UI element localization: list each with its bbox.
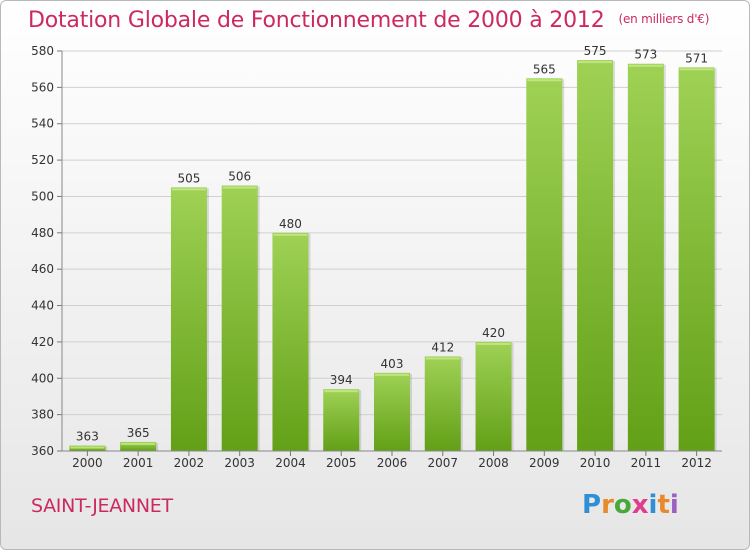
- bar: [323, 389, 360, 451]
- y-tick-label: 400: [31, 371, 54, 385]
- value-label: 420: [482, 326, 505, 340]
- x-tick-label: 2006: [377, 456, 408, 470]
- x-tick-label: 2010: [580, 456, 611, 470]
- y-tick-label: 500: [31, 189, 54, 203]
- labels: 360 380 400 420 440 460 480 500 520 540 560 580 363 2…: [31, 44, 712, 470]
- logo-letter: i: [669, 490, 679, 520]
- logo-letter: i: [648, 490, 658, 520]
- bar: [577, 60, 614, 451]
- x-tick-label: 2004: [275, 456, 306, 470]
- x-tick-label: 2007: [427, 456, 458, 470]
- value-label: 363: [76, 430, 99, 444]
- bar: [475, 341, 512, 451]
- bar: [221, 185, 258, 451]
- bar-highlight: [425, 357, 460, 360]
- y-tick-label: 540: [31, 117, 54, 131]
- bar: [526, 78, 563, 451]
- x-tick-label: 2003: [224, 456, 255, 470]
- bar: [374, 372, 410, 451]
- value-label: 412: [431, 340, 454, 354]
- value-label: 403: [381, 357, 404, 371]
- bar-highlight: [70, 446, 105, 449]
- x-tick-label: 2011: [631, 456, 662, 470]
- title-text: Dotation Globale de Fonctionnement de 20…: [28, 8, 605, 33]
- y-tick-label: 420: [31, 335, 54, 349]
- bar-highlight: [476, 342, 511, 345]
- logo-letter: r: [601, 490, 614, 520]
- logo-letter: o: [613, 490, 632, 520]
- bar-highlight: [222, 186, 257, 189]
- y-tick-label: 520: [31, 153, 54, 167]
- x-tick-label: 2001: [123, 456, 154, 470]
- x-tick-label: 2009: [529, 456, 560, 470]
- logo-letter: P: [582, 490, 602, 520]
- x-tick-label: 2005: [326, 456, 357, 470]
- y-tick-label: 580: [31, 44, 54, 58]
- bar-highlight: [171, 188, 206, 191]
- x-tick-label: 2000: [72, 456, 103, 470]
- value-label: 365: [127, 426, 150, 440]
- bars: [69, 60, 717, 452]
- bar-highlight: [324, 390, 359, 393]
- bar: [678, 67, 715, 451]
- x-tick-label: 2002: [174, 456, 205, 470]
- bar-highlight: [679, 68, 714, 71]
- bar: [120, 441, 157, 451]
- value-label: 480: [279, 217, 302, 231]
- bar-highlight: [273, 233, 308, 236]
- value-label: 394: [330, 373, 353, 387]
- y-tick-label: 560: [31, 80, 54, 94]
- bar: [170, 187, 207, 451]
- value-label: 573: [634, 48, 657, 62]
- value-label: 565: [533, 62, 556, 76]
- proxiti-logo: Proxiti: [582, 490, 679, 520]
- value-label: 506: [228, 170, 251, 184]
- y-tick-label: 360: [31, 444, 54, 458]
- bar-highlight: [375, 373, 409, 376]
- y-tick-label: 440: [31, 299, 54, 313]
- bar-highlight: [121, 442, 156, 445]
- logo-letter: t: [657, 490, 670, 520]
- unit-label: (en milliers d'€): [618, 12, 710, 26]
- y-tick-label: 460: [31, 262, 54, 276]
- value-label: 571: [685, 51, 708, 65]
- bar-highlight: [628, 64, 663, 67]
- x-tick-label: 2012: [681, 456, 712, 470]
- x-tick-label: 2008: [478, 456, 509, 470]
- commune-name: SAINT-JEANNET: [31, 495, 173, 517]
- y-tick-label: 480: [31, 226, 54, 240]
- value-label: 505: [177, 171, 200, 185]
- y-tick-label: 380: [31, 408, 54, 422]
- bar: [627, 63, 664, 452]
- logo-letter: x: [631, 490, 649, 520]
- bar-highlight: [578, 61, 613, 64]
- bar: [424, 356, 461, 451]
- bar-highlight: [527, 79, 562, 82]
- axes: [57, 50, 722, 456]
- chart-title: Dotation Globale de Fonctionnement de 20…: [28, 8, 709, 33]
- bar: [272, 232, 309, 451]
- value-label: 575: [584, 44, 607, 58]
